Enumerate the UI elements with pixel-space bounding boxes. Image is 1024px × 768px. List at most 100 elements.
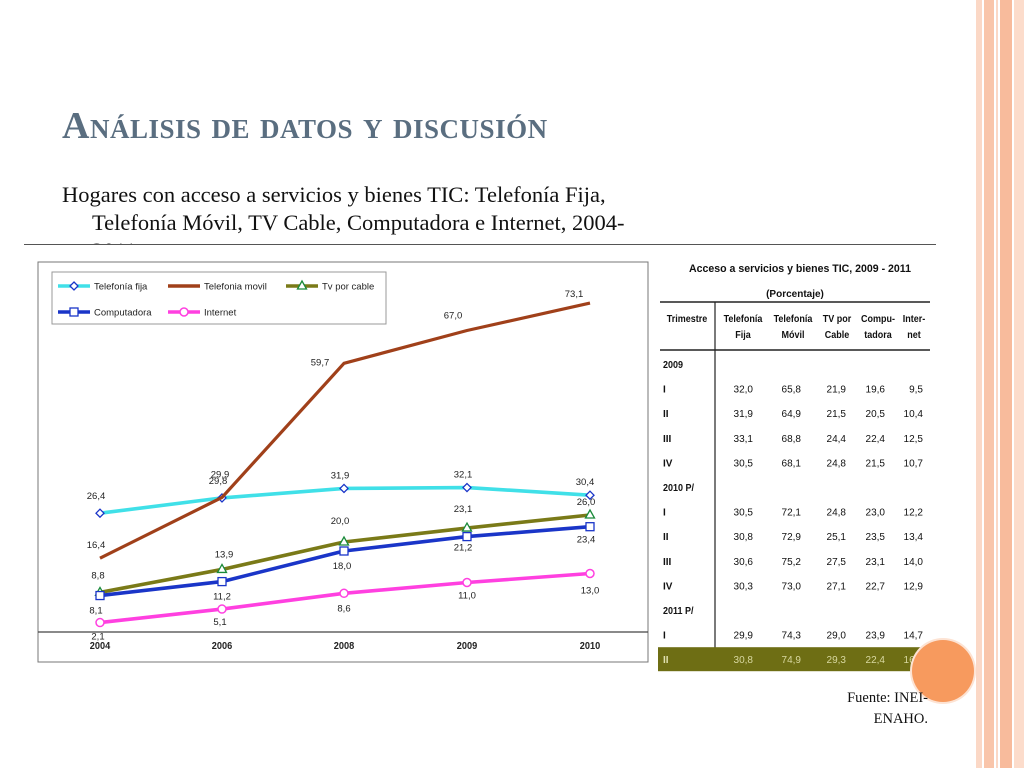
cell-value: 13,4 bbox=[904, 532, 924, 543]
data-label: 8,8 bbox=[91, 570, 104, 581]
cell-value: 29,3 bbox=[827, 655, 847, 666]
cell-value: 65,8 bbox=[782, 385, 802, 396]
series-telefonía-fija: 26,4 29,8 31,9 32,1 30,4 bbox=[87, 470, 595, 519]
cell-value: 10,4 bbox=[904, 409, 924, 420]
cell-value: 27,1 bbox=[827, 581, 847, 592]
decorative-circle bbox=[912, 640, 974, 702]
series-telefonia-movil: 16,4 29,9 59,7 67,0 73,1 bbox=[87, 289, 591, 560]
series-internet: 2,1 5,1 8,6 11,0 13,0 bbox=[91, 568, 600, 643]
table-row: III 33,1 68,8 24,4 22,4 12,5 bbox=[663, 434, 923, 445]
legend-label: Internet bbox=[204, 308, 237, 319]
column-header: Compu- bbox=[861, 314, 895, 326]
cell-value: 21,5 bbox=[827, 409, 847, 420]
data-point bbox=[584, 508, 596, 519]
legend: Telefonía fija Telefonia movil Tv por cabl… bbox=[51, 271, 387, 325]
column-header: Inter- bbox=[903, 314, 925, 326]
data-label: 29,9 bbox=[211, 469, 230, 480]
data-point bbox=[95, 617, 105, 628]
data-point bbox=[217, 576, 227, 587]
column-header: Móvil bbox=[782, 330, 805, 342]
cell-value: 10,7 bbox=[904, 458, 924, 469]
cell-value: 74,9 bbox=[782, 655, 802, 666]
series-tv-por-cable: 8,8 13,9 20,0 23,1 26,0 bbox=[91, 497, 596, 597]
table-row: II 31,9 64,9 21,5 20,5 10,4 bbox=[663, 409, 923, 420]
row-label: I bbox=[663, 385, 666, 396]
data-label: 8,6 bbox=[337, 603, 350, 614]
x-tick-label: 2004 bbox=[90, 641, 111, 652]
legend-label: Telefonia movil bbox=[204, 282, 267, 293]
legend-item: Telefonía fija bbox=[58, 281, 148, 293]
table-row: I 30,5 72,1 24,8 23,0 12,2 bbox=[663, 508, 923, 519]
data-label: 16,4 bbox=[87, 540, 106, 551]
table-row: IV 30,5 68,1 24,8 21,5 10,7 bbox=[663, 458, 923, 469]
legend-label: Telefonía fija bbox=[94, 282, 148, 293]
cell-value: 12,2 bbox=[904, 508, 924, 519]
cell-value: 30,8 bbox=[734, 532, 754, 543]
group-label: 2010 P/ bbox=[663, 483, 694, 495]
data-table-panel: Acceso a servicios y bienes TIC, 2009 - … bbox=[655, 246, 945, 681]
column-header: Telefonía bbox=[724, 314, 763, 326]
data-point bbox=[339, 588, 349, 599]
slide-title: Análisis de datos y discusión bbox=[62, 105, 548, 147]
data-label: 32,1 bbox=[454, 470, 473, 481]
subtitle-line: Hogares con acceso a servicios y bienes … bbox=[62, 182, 606, 207]
source-note: Fuente: INEI- ENAHO. bbox=[808, 688, 928, 730]
cell-value: 64,9 bbox=[782, 409, 802, 420]
column-header: net bbox=[907, 330, 921, 342]
group-label: 2009 bbox=[663, 360, 683, 372]
group-label: 2011 P/ bbox=[663, 606, 694, 618]
legend-box bbox=[51, 271, 387, 325]
column-header: Trimestre bbox=[667, 314, 707, 326]
legend-item: Computadora bbox=[58, 307, 152, 319]
row-label: I bbox=[663, 508, 666, 519]
data-point bbox=[179, 307, 189, 317]
row-label: IV bbox=[663, 581, 673, 592]
data-point bbox=[339, 483, 349, 494]
legend-item: Telefonia movil bbox=[168, 282, 267, 293]
cell-value: 19,6 bbox=[866, 385, 886, 396]
data-point bbox=[338, 535, 350, 546]
data-point bbox=[216, 563, 228, 574]
cell-value: 24,8 bbox=[827, 508, 847, 519]
subtitle-line: Telefonía Móvil, TV Cable, Computadora e… bbox=[92, 210, 625, 235]
data-table: Acceso a servicios y bienes TIC, 2009 - … bbox=[658, 263, 930, 672]
x-tick-label: 2010 bbox=[580, 641, 600, 652]
cell-value: 68,8 bbox=[782, 434, 802, 445]
data-point bbox=[585, 490, 595, 501]
data-label: 23,4 bbox=[577, 535, 596, 546]
column-header: TV por bbox=[823, 314, 852, 326]
column-header: tadora bbox=[864, 330, 892, 342]
cell-value: 12,9 bbox=[904, 581, 924, 592]
cell-value: 22,4 bbox=[866, 434, 886, 445]
x-tick-label: 2009 bbox=[457, 641, 477, 652]
data-point bbox=[217, 604, 227, 614]
cell-value: 27,5 bbox=[827, 557, 847, 568]
cell-value: 23,1 bbox=[866, 557, 886, 568]
row-label: II bbox=[663, 532, 669, 543]
row-label: IV bbox=[663, 458, 673, 469]
cell-value: 30,8 bbox=[734, 655, 754, 666]
cell-value: 31,9 bbox=[734, 409, 754, 420]
line-chart: 2004 2006 2008 2009 2010 26,4 29,8 31,9 32,1 30,4… bbox=[37, 261, 649, 663]
row-label: II bbox=[663, 409, 669, 420]
row-label: III bbox=[663, 434, 672, 445]
data-point bbox=[461, 521, 473, 532]
data-label: 8,1 bbox=[89, 606, 102, 617]
table-row: I 29,9 74,3 29,0 23,9 14,7 bbox=[663, 631, 923, 642]
data-label: 13,0 bbox=[581, 586, 600, 597]
table-subtitle: (Porcentaje) bbox=[766, 289, 824, 300]
cell-value: 20,5 bbox=[866, 409, 886, 420]
data-label: 26,4 bbox=[87, 491, 106, 502]
cell-value: 14,0 bbox=[904, 557, 924, 568]
cell-value: 72,1 bbox=[782, 508, 802, 519]
column-header: Cable bbox=[825, 330, 849, 342]
column-header: Fija bbox=[735, 330, 751, 342]
decorative-stripes bbox=[976, 0, 1024, 768]
cell-value: 24,8 bbox=[827, 458, 847, 469]
cell-value: 73,0 bbox=[782, 581, 802, 592]
cell-value: 9,5 bbox=[909, 385, 923, 396]
legend-item: Tv por cable bbox=[286, 279, 374, 293]
legend-item: Internet bbox=[168, 307, 237, 319]
data-label: 67,0 bbox=[444, 311, 463, 322]
